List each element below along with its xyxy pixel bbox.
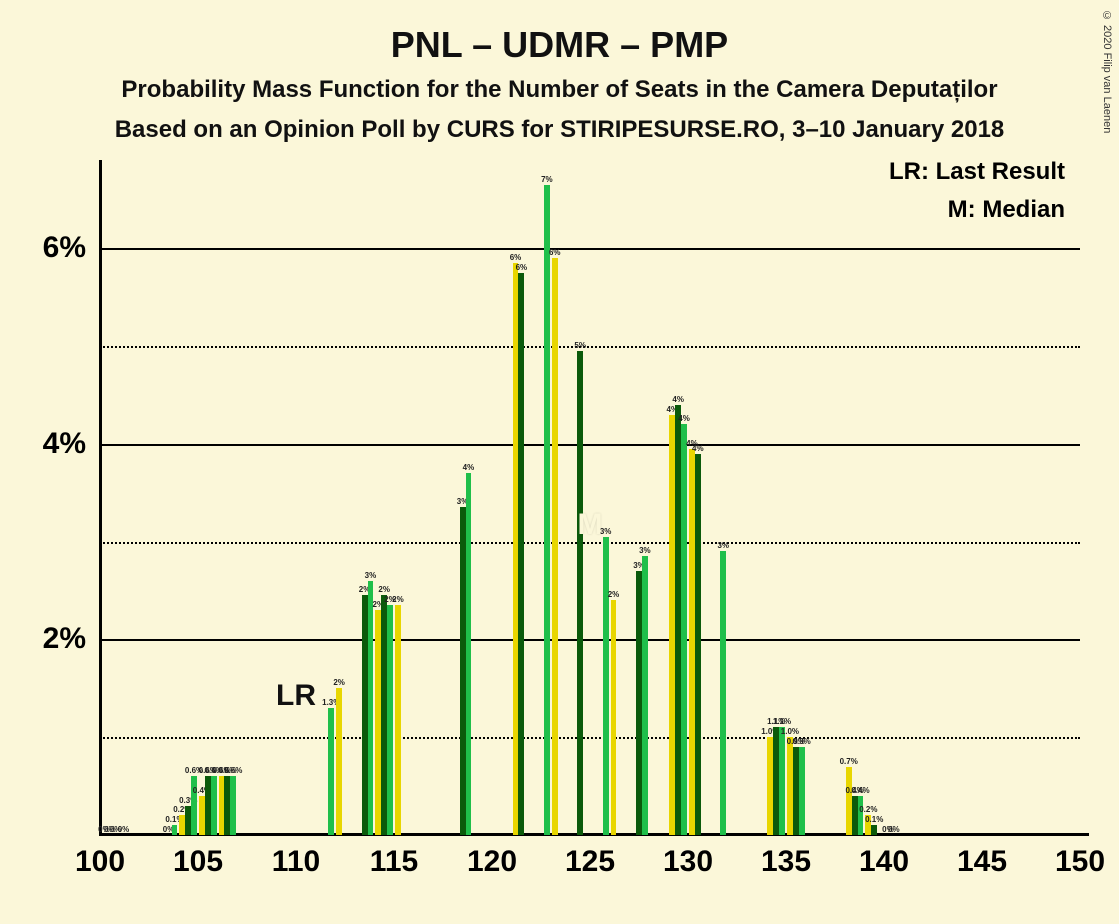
bar: 6% — [552, 258, 558, 835]
bar-value-label: 3% — [365, 571, 377, 581]
xtick-label: 110 — [272, 835, 320, 879]
xtick-label: 120 — [467, 835, 517, 879]
bar: 2% — [611, 600, 617, 835]
xtick-label: 105 — [173, 835, 223, 879]
bar-value-label: 7% — [541, 175, 553, 185]
gridline-minor — [100, 542, 1080, 544]
gridline-minor — [100, 346, 1080, 348]
bar: 0.1% — [871, 825, 877, 835]
xtick-label: 130 — [663, 835, 713, 879]
bar-value-label: 3% — [639, 546, 651, 556]
gridline-major — [100, 444, 1080, 446]
bar-value-label: 0.6% — [224, 766, 242, 776]
bar-value-label: 3% — [717, 541, 729, 551]
last-result-marker: LR — [276, 679, 316, 713]
bar-value-label: 1.1% — [773, 717, 791, 727]
xtick-label: 140 — [859, 835, 909, 879]
bar: 0.6% — [230, 776, 236, 835]
bar-value-label: 0% — [118, 825, 130, 835]
bar-value-label: 2% — [392, 595, 404, 605]
bar-value-label: 6% — [549, 248, 561, 258]
bar: 0.1% — [172, 825, 178, 835]
bar: 4% — [681, 424, 687, 835]
bar: 6% — [518, 273, 524, 835]
chart-subtitle-2: Based on an Opinion Poll by CURS for STI… — [0, 116, 1119, 144]
chart-title: PNL – UDMR – PMP — [0, 24, 1119, 66]
bar-value-label: 2% — [333, 678, 345, 688]
bar: 1.1% — [779, 727, 785, 835]
bar-value-label: 5% — [574, 341, 586, 351]
chart-canvas: © 2020 Filip van Laenen PNL – UDMR – PMP… — [0, 0, 1119, 924]
xtick-label: 145 — [957, 835, 1007, 879]
bar: 5% — [577, 351, 583, 835]
ytick-label: 2% — [43, 622, 100, 656]
xtick-label: 115 — [370, 835, 418, 879]
bar: 4% — [466, 473, 472, 835]
xtick-label: 135 — [761, 835, 811, 879]
bar-value-label: 4% — [678, 414, 690, 424]
bar-value-label: 1.0% — [781, 727, 799, 737]
bar-value-label: 4% — [463, 463, 475, 473]
bar-value-label: 2% — [378, 585, 390, 595]
bar-value-label: 4% — [672, 395, 684, 405]
gridline-major — [100, 248, 1080, 250]
bar-value-label: 0.7% — [840, 757, 858, 767]
bar: 7% — [544, 185, 550, 835]
bar-value-label: 2% — [608, 590, 620, 600]
bar: 3% — [368, 581, 374, 835]
gridline-minor — [100, 737, 1080, 739]
chart-subtitle-1: Probability Mass Function for the Number… — [0, 76, 1119, 104]
ytick-label: 6% — [43, 231, 100, 265]
bar: 4% — [695, 454, 701, 835]
bar-value-label: 0.4% — [851, 786, 869, 796]
bar: 0.9% — [799, 747, 805, 835]
bar: 3% — [642, 556, 648, 835]
ytick-label: 4% — [43, 427, 100, 461]
bar: 2% — [387, 605, 393, 835]
median-marker: M — [578, 508, 603, 542]
xtick-label: 150 — [1055, 835, 1105, 879]
bar: 2% — [336, 688, 342, 835]
xtick-label: 100 — [75, 835, 125, 879]
plot-area: 2%4%6%1001051101151201251301351401451500… — [100, 170, 1080, 835]
gridline-major — [100, 639, 1080, 641]
bar-value-label: 0.9% — [793, 737, 811, 747]
xtick-label: 125 — [565, 835, 615, 879]
bar-value-label: 0.2% — [859, 805, 877, 815]
bar: 0.6% — [211, 776, 217, 835]
bar: 3% — [720, 551, 726, 835]
bar-value-label: 4% — [692, 444, 704, 454]
bar-value-label: 6% — [510, 253, 522, 263]
bar: 1.3% — [328, 708, 334, 835]
bar-value-label: 0.1% — [865, 815, 883, 825]
bar: 3% — [603, 537, 609, 835]
bar-value-label: 0% — [888, 825, 900, 835]
bar: 2% — [395, 605, 401, 835]
bar-value-label: 6% — [516, 263, 528, 273]
